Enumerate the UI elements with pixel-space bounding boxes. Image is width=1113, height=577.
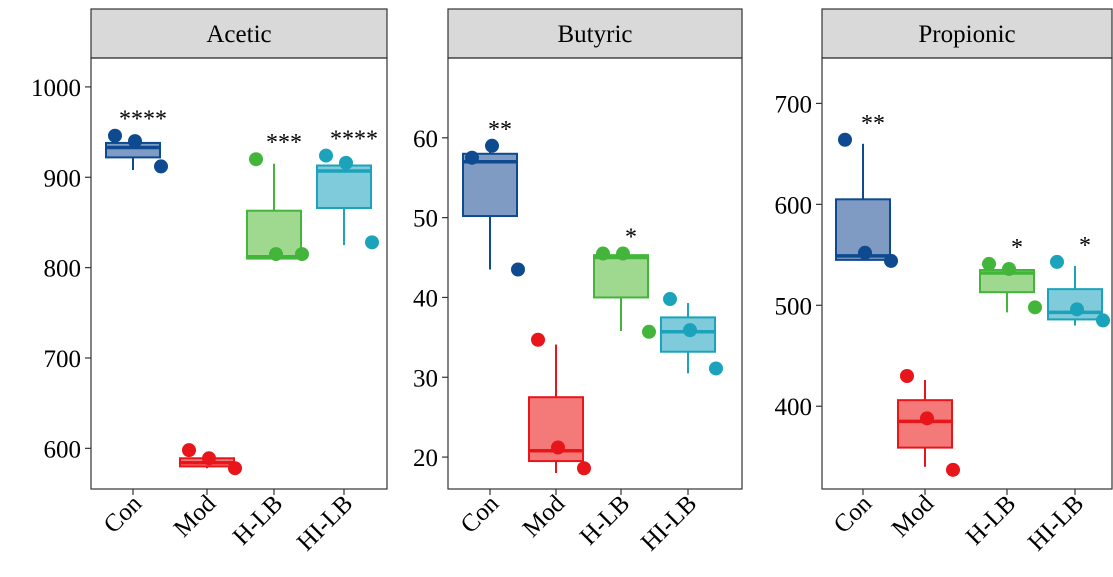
x-tick-label: H-LB [575, 490, 635, 550]
y-tick-label: 40 [413, 285, 438, 312]
y-tick-label: 500 [775, 293, 813, 320]
panel-strip [821, 8, 1113, 59]
panel-propionic: Propionic 400 500 600 700 ** Con Mod * H-LB * HI-LB [775, 8, 1113, 556]
data-point [616, 246, 630, 261]
data-point [295, 247, 309, 262]
data-point [551, 440, 565, 455]
panel-butyric: Butyric 20 30 40 50 60 ** Con Mod * H-LB HI-LB [413, 8, 743, 556]
y-tick-label: 1000 [31, 75, 81, 102]
panel-title: Propionic [918, 21, 1015, 48]
x-tick-label: H-LB [961, 490, 1021, 550]
data-point [577, 461, 591, 476]
data-point [228, 461, 242, 476]
y-tick-label: 600 [775, 192, 813, 219]
y-tick-label: 50 [413, 206, 438, 233]
box-mod [897, 368, 960, 477]
panel-frame [447, 57, 743, 490]
y-tick-label: 30 [413, 365, 438, 392]
box-mod [179, 443, 242, 476]
data-point [485, 138, 499, 153]
box-con: **** [105, 107, 168, 174]
data-point [182, 443, 196, 458]
y-tick-label: 60 [413, 126, 438, 153]
data-point [108, 128, 122, 143]
x-tick-label: HI-LB [1023, 490, 1089, 556]
y-tick-label: 400 [775, 394, 813, 421]
data-point [683, 323, 697, 338]
data-point [1002, 261, 1016, 276]
panel-frame [90, 57, 388, 490]
data-point [1070, 302, 1084, 317]
x-tick-label: H-LB [228, 490, 288, 550]
data-point [709, 361, 723, 376]
panel-title: Butyric [558, 21, 633, 48]
panel-strip [90, 8, 388, 59]
x-tick-label: Con [829, 490, 878, 539]
significance-label: **** [330, 127, 378, 153]
box-con: ** [462, 117, 525, 277]
box-hi-lb: **** [316, 127, 379, 250]
data-point [154, 159, 168, 174]
data-point [319, 148, 333, 163]
box-mod [528, 332, 591, 476]
data-point [900, 368, 914, 383]
data-point [531, 332, 545, 347]
significance-label: * [1011, 235, 1023, 261]
data-point [365, 235, 379, 250]
box-h-lb: * [979, 235, 1042, 315]
panel-frame [821, 57, 1113, 490]
x-tick-label: HI-LB [292, 490, 358, 556]
data-point [884, 253, 898, 268]
box-hi-lb: * [1047, 233, 1110, 328]
data-point [982, 256, 996, 271]
data-point [269, 247, 283, 262]
y-tick-label: 600 [44, 436, 82, 463]
x-tick-label: Mod [518, 490, 571, 543]
y-tick-label: 700 [44, 346, 82, 373]
x-tick-label: Mod [169, 490, 222, 543]
data-point [1096, 313, 1110, 328]
data-point [249, 152, 263, 167]
data-point [920, 411, 934, 426]
significance-label: **** [119, 107, 167, 133]
panel-title: Acetic [206, 21, 271, 48]
box-hi-lb [660, 292, 723, 376]
data-point [1028, 300, 1042, 315]
data-point [339, 155, 353, 170]
significance-label: * [625, 225, 637, 251]
significance-label: ** [861, 111, 885, 137]
data-point [838, 132, 852, 147]
x-tick-label: Con [456, 490, 505, 539]
y-tick-label: 800 [44, 256, 82, 283]
significance-label: ** [488, 117, 512, 143]
panel-strip [447, 8, 743, 59]
data-point [642, 324, 656, 339]
x-tick-label: Con [99, 490, 148, 539]
data-point [1050, 254, 1064, 269]
y-tick-label: 700 [775, 91, 813, 118]
box-con: ** [835, 111, 898, 268]
data-point [663, 292, 677, 307]
data-point [511, 262, 525, 277]
panel-acetic: Acetic 600 700 800 900 1000 **** Con Mod *** H-LB *… [31, 8, 388, 556]
data-point [465, 150, 479, 165]
data-point [128, 134, 142, 149]
data-point [858, 245, 872, 260]
data-point [946, 462, 960, 477]
significance-label: * [1079, 233, 1091, 259]
y-tick-label: 20 [413, 445, 438, 472]
y-tick-label: 900 [44, 165, 82, 192]
x-tick-label: Mod [887, 490, 940, 543]
significance-label: *** [266, 130, 302, 156]
x-tick-label: HI-LB [636, 490, 702, 556]
box-h-lb: *** [246, 130, 309, 262]
data-point [202, 451, 216, 466]
box-h-lb: * [593, 225, 656, 339]
data-point [596, 246, 610, 261]
box-iqr [593, 254, 649, 299]
